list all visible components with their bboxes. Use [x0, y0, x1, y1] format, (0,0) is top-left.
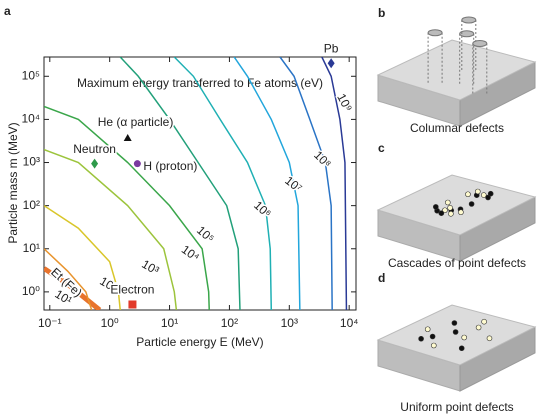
x-axis-label: Particle energy E (MeV) [136, 335, 263, 349]
defect [486, 335, 493, 342]
defect [451, 320, 458, 326]
column-top [472, 40, 488, 47]
marker [123, 134, 132, 142]
contour-line [279, 57, 333, 310]
defect [448, 211, 454, 217]
column-top [461, 16, 477, 24]
panel-label: b [378, 6, 385, 20]
y-tick-label: 10² [23, 198, 40, 212]
panel-label: c [378, 141, 385, 155]
y-axis-label: Particle mass m (MeV) [6, 122, 20, 243]
box-top [376, 174, 537, 236]
defect [432, 204, 439, 210]
defect [481, 318, 487, 325]
contour-line [119, 57, 241, 310]
y-tick-label: 10¹ [23, 241, 40, 255]
defect [480, 192, 487, 198]
contour-line [44, 205, 121, 310]
column [472, 43, 488, 94]
marker-label: H (proton) [143, 159, 197, 173]
y-tick-label: 10⁵ [22, 68, 40, 82]
y-tick-label: 10⁴ [21, 112, 40, 126]
x-tick-label: 10⁻¹ [38, 316, 62, 330]
defect [418, 335, 424, 342]
y-tick-label: 10³ [23, 155, 40, 169]
defect [429, 333, 436, 340]
contour-line [321, 57, 348, 310]
marker-label: Pb [324, 41, 339, 55]
marker-label: He (α particle) [98, 115, 174, 129]
defect [461, 334, 468, 341]
marker-label: Neutron [73, 142, 116, 156]
defect [485, 194, 491, 201]
column-top [427, 29, 443, 37]
defect [487, 190, 494, 197]
marker [91, 158, 99, 169]
box-top [376, 39, 537, 101]
x-tick-label: 10³ [281, 316, 298, 330]
marker [128, 300, 137, 309]
contour-label: 10⁴ [179, 242, 202, 264]
defect [444, 199, 451, 206]
panel-caption: Cascades of point defects [388, 256, 526, 270]
defect [458, 209, 464, 216]
panel-caption: Columnar defects [410, 121, 504, 135]
defect [430, 342, 437, 349]
panel-caption: Uniform point defects [400, 400, 513, 414]
plot-frame [43, 56, 357, 311]
contour-label: 10³ [139, 257, 161, 278]
contour-line [44, 105, 210, 310]
x-tick-label: 10⁰ [101, 316, 119, 330]
box-top [376, 304, 537, 366]
marker [133, 160, 141, 168]
column-top [459, 30, 475, 38]
contour-label: 10⁷ [282, 173, 305, 195]
contour-label: 10⁸ [311, 148, 334, 171]
x-tick-label: 10² [221, 316, 238, 330]
defect [465, 191, 471, 198]
contour-label: 10⁶ [251, 198, 274, 221]
panel-label: d [378, 271, 385, 285]
defect [468, 201, 475, 207]
schematics: b Columnar defects c Cascades of point defe… [376, 6, 537, 414]
defect [442, 207, 448, 214]
column [427, 32, 443, 83]
annotation: Maximum energy transferred to Fe atoms (… [77, 76, 323, 90]
marker [327, 58, 335, 69]
x-tick-label: 10¹ [161, 316, 178, 330]
contour-line [233, 57, 301, 310]
defect [452, 329, 459, 335]
contour-line [44, 248, 93, 310]
contour-line [173, 57, 273, 310]
panel-label: a [4, 4, 11, 18]
defect [424, 326, 431, 333]
defect [474, 188, 481, 195]
defect [458, 345, 465, 352]
defect [447, 205, 453, 211]
defect [438, 210, 445, 216]
y-tick-label: 10⁰ [22, 284, 40, 298]
marker-label: Electron [110, 283, 154, 297]
contour-line [44, 148, 178, 310]
defect [475, 324, 482, 331]
x-tick-label: 10⁴ [340, 316, 359, 330]
